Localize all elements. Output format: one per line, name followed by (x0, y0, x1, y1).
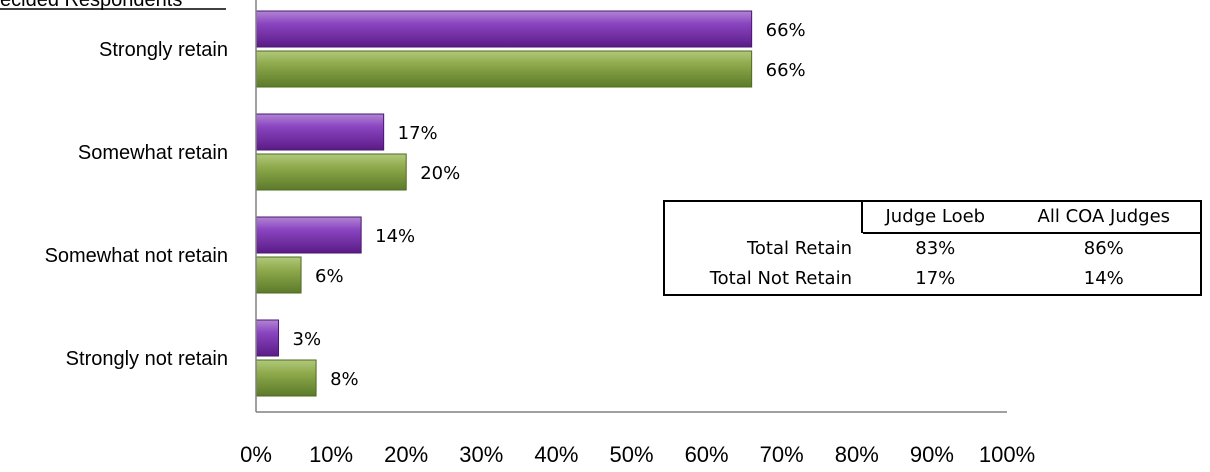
bar (255, 216, 362, 254)
data-label: 14% (375, 226, 415, 247)
summary-cell: 14% (1083, 268, 1124, 289)
summary-cell: 17% (915, 268, 956, 289)
data-label: 17% (398, 123, 438, 144)
x-tick-label: 80% (835, 442, 879, 467)
data-label: 66% (766, 60, 806, 81)
x-tick-label: 70% (760, 442, 804, 467)
summary-cell: 86% (1083, 238, 1124, 259)
x-tick-label: 30% (459, 442, 503, 467)
summary-corner-cell (665, 202, 862, 233)
category-label: Somewhat retain (78, 142, 228, 164)
data-label: 66% (766, 20, 806, 41)
summary-row-label: Total Not Retain (709, 268, 852, 289)
bar (255, 153, 407, 191)
category-label: Strongly retain (99, 39, 228, 61)
x-tick-label: 20% (384, 442, 428, 467)
summary-row-total-not-retain: Total Not Retain 17% 14% (665, 264, 1200, 294)
bar (255, 50, 753, 88)
x-tick-label: 50% (609, 442, 653, 467)
data-label: 8% (330, 369, 359, 390)
bar (255, 10, 753, 48)
bar (255, 113, 385, 151)
summary-table: Judge Loeb All COA Judges Total Retain 8… (663, 200, 1202, 296)
category-label: Strongly not retain (66, 348, 228, 370)
bar (255, 319, 280, 357)
x-tick-label: 40% (534, 442, 578, 467)
data-label: 20% (420, 163, 460, 184)
summary-cell: 83% (915, 238, 956, 259)
x-tick-label: 60% (685, 442, 729, 467)
summary-row-total-retain: Total Retain 83% 86% (665, 233, 1200, 264)
bar (255, 256, 302, 294)
category-label: Somewhat not retain (45, 245, 228, 267)
summary-row-label: Total Retain (746, 237, 852, 259)
data-label: 6% (315, 266, 344, 287)
summary-header-all-coa-judges: All COA Judges (1007, 202, 1200, 234)
summary-header-row: Judge Loeb All COA Judges (665, 202, 1200, 234)
data-label: 3% (293, 329, 322, 350)
x-tick-label: 10% (309, 442, 353, 467)
x-tick-label: 0% (240, 442, 272, 467)
chart-title-fragment: ecided Respondents (0, 0, 182, 11)
x-tick-label: 100% (979, 442, 1035, 467)
x-tick-label: 90% (910, 442, 954, 467)
bar (255, 359, 317, 397)
summary-header-judge-loeb: Judge Loeb (863, 202, 1008, 234)
